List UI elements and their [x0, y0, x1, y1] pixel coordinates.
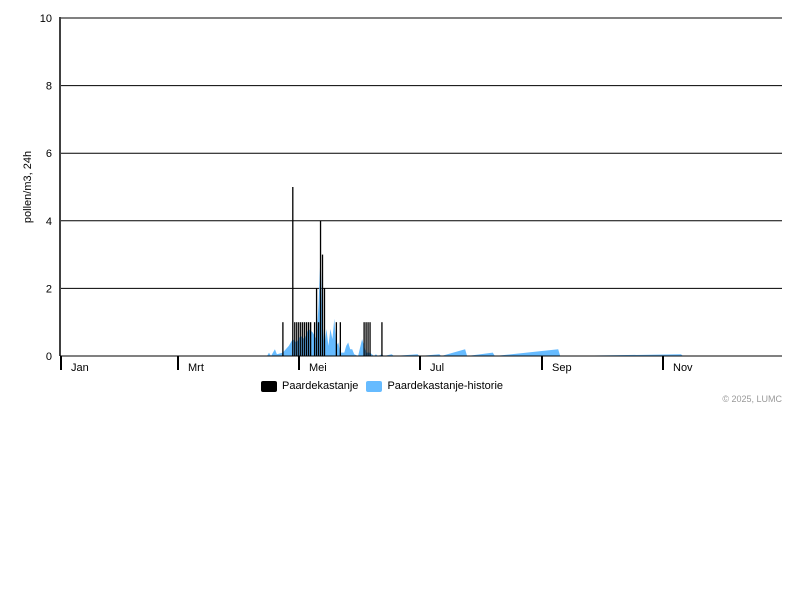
x-tick-label: Mei	[309, 362, 327, 374]
legend-item-historie[interactable]: Paardekastanje-historie	[366, 380, 503, 392]
copyright: © 2025, LUMC	[722, 394, 782, 404]
bar	[369, 322, 371, 356]
bar	[381, 322, 383, 356]
bar	[282, 322, 284, 356]
y-tick-label: 2	[46, 283, 52, 295]
bar	[307, 322, 310, 356]
legend-swatch	[366, 380, 383, 392]
bar	[302, 322, 304, 356]
bar	[309, 322, 312, 356]
x-tick-label: Mrt	[188, 362, 204, 374]
bar	[335, 322, 338, 356]
y-tick-label: 8	[46, 81, 52, 93]
bar	[298, 322, 300, 356]
history-area	[267, 254, 683, 356]
bar	[294, 322, 296, 356]
bar	[304, 322, 306, 356]
bar	[300, 322, 302, 356]
bar	[367, 322, 369, 356]
x-tick-label: Jan	[71, 362, 89, 374]
bar	[313, 322, 316, 356]
bar	[321, 254, 324, 356]
y-tick-label: 0	[46, 351, 52, 363]
bar	[365, 322, 367, 356]
legend: Paardekastanje Paardekastanje-historie	[0, 380, 782, 392]
legend-swatch	[260, 380, 277, 392]
bar	[317, 322, 320, 356]
y-axis-label: pollen/m3, 24h	[22, 151, 34, 223]
y-tick-label: 4	[46, 216, 52, 228]
bar	[315, 288, 318, 356]
legend-label: Paardekastanje-historie	[387, 380, 504, 392]
x-tick-label: Jul	[430, 362, 444, 374]
bar	[323, 288, 326, 356]
legend-label: Paardekastanje	[281, 380, 359, 392]
bar	[319, 220, 322, 356]
legend-item-paardekastanje[interactable]: Paardekastanje	[260, 380, 359, 392]
x-tick-label: Nov	[673, 362, 693, 374]
x-tick-label: Sep	[552, 362, 572, 374]
bar	[306, 322, 308, 356]
y-tick-label: 10	[40, 13, 52, 25]
y-tick-label: 6	[46, 148, 52, 160]
bar	[292, 187, 294, 356]
bar	[339, 322, 341, 356]
pollen-chart: 0 2 4 6 8 10 Jan Mrt Mei Jul Sep Nov pollen/m3, 24h	[22, 13, 782, 374]
bar	[296, 322, 298, 356]
bar	[363, 322, 365, 356]
